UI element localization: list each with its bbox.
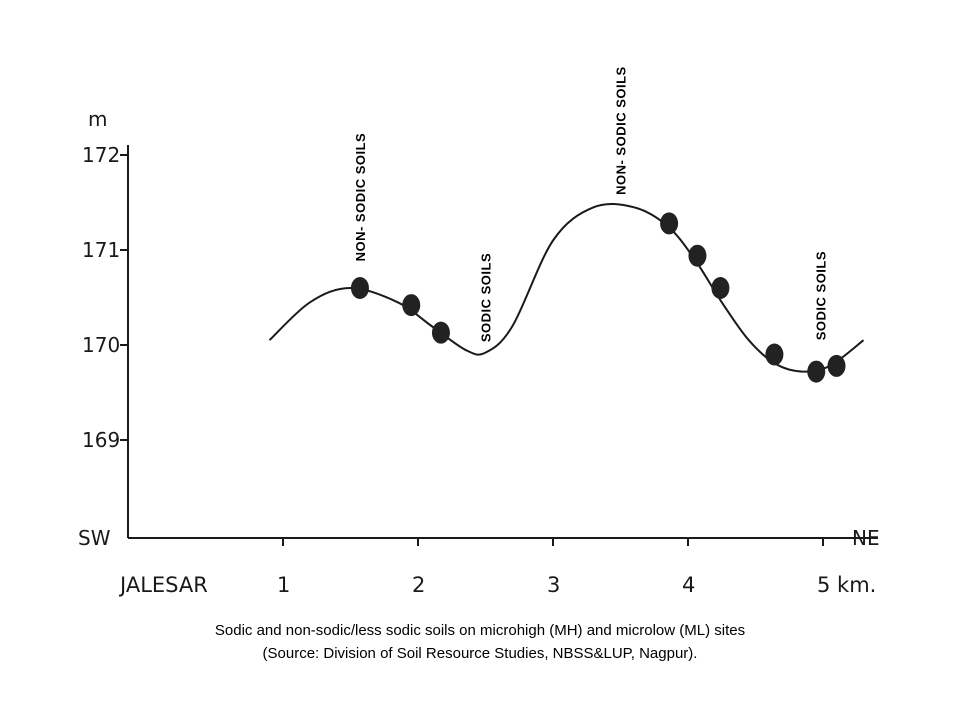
sample-point [431,321,450,344]
sample-point [660,212,679,235]
y-tick-label: 171 [82,238,120,262]
soil-annotations: NON- SODIC SOILS SODIC SOILS NON- SODIC SO… [353,66,828,342]
y-tick-label: 170 [82,333,120,357]
x-tick-label: 5 km. [817,573,876,597]
x-tick-label: JALESAR [118,573,208,597]
y-tick-label: 169 [82,428,120,452]
sample-point [807,360,826,383]
axis-labels: 172 171 170 169 m SW NE JALESAR 1 2 3 4 5 km. [78,107,880,597]
sample-point [402,294,421,317]
soil-annotation: NON- SODIC SOILS [353,133,368,262]
x-tick-label: 2 [412,573,425,597]
soil-annotation: NON- SODIC SOILS [614,66,629,195]
soil-annotation: SODIC SOILS [813,251,828,340]
tick-marks [120,154,824,546]
x-tick-label: 3 [547,573,560,597]
sample-point [711,277,730,299]
sw-label: SW [78,526,111,550]
y-axis-label: m [88,107,107,131]
x-tick-label: 1 [277,573,290,597]
elevation-profile-chart: 172 171 170 169 m SW NE JALESAR 1 2 3 4 5 km. NON- S… [78,66,880,597]
ne-label: NE [852,526,880,550]
caption-line-1: Sodic and non-sodic/less sodic soils on … [214,622,746,639]
caption-line-2: (Source: Division of Soil Resource Studi… [262,645,698,662]
axes [127,145,878,539]
y-tick-label: 172 [82,143,120,167]
sample-point [350,277,369,299]
sample-point [765,343,784,366]
x-tick-label: 4 [682,573,695,597]
sample-point [688,244,707,267]
soil-annotation: SODIC SOILS [479,253,494,342]
sample-points [350,212,846,383]
sample-point [827,354,846,377]
